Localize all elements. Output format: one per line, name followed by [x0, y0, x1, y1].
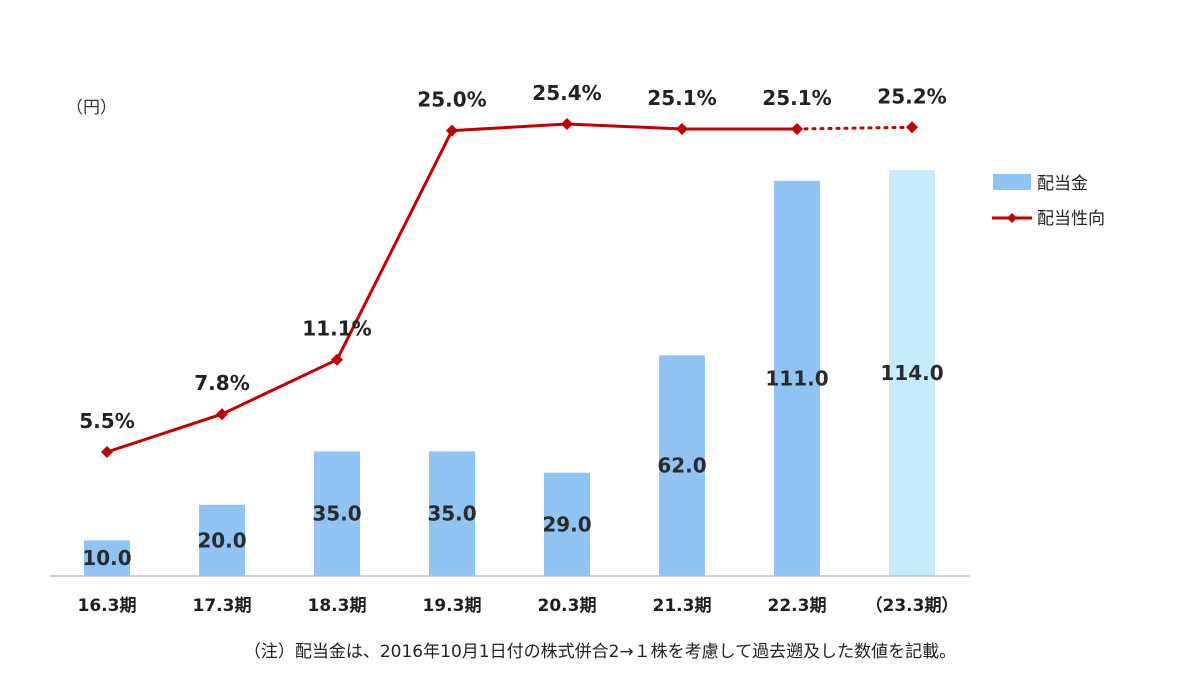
bar-value-labels: 10.0 20.0 35.0 35.0 29.0 62.0 111.0 114.0 [82, 361, 943, 570]
dividend-value-label: 114.0 [880, 361, 943, 385]
payout-ratio-segment [105, 412, 224, 454]
category-label: 19.3期 [423, 596, 482, 616]
payout-ratio-segment [220, 358, 339, 416]
footnote: （注）配当金は、2016年10月1日付の株式併合2→１株を考慮して過去遡及した数… [243, 642, 957, 662]
payout-ratio-value-label: 7.8% [194, 371, 249, 395]
dividend-value-label: 111.0 [765, 366, 828, 390]
payout-ratio-marker [331, 353, 343, 366]
payout-ratio-marker [561, 118, 573, 130]
payout-ratio-segment [565, 122, 684, 131]
dividend-value-label: 20.0 [197, 528, 246, 552]
category-label: 16.3期 [78, 596, 137, 616]
category-label: 17.3期 [193, 596, 252, 616]
dividend-value-label: 62.0 [657, 454, 706, 478]
dividend-bar [199, 504, 245, 576]
payout-ratio-marker [101, 446, 113, 458]
bar-series [84, 170, 935, 576]
payout-ratio-value-label: 5.5% [79, 409, 134, 433]
payout-ratio-marker [791, 122, 803, 135]
dividend-bar [659, 355, 705, 576]
dividend-bar [889, 170, 935, 576]
payout-ratio-value-label: 25.1% [647, 86, 716, 110]
dividend-value-label: 29.0 [542, 512, 591, 536]
category-label: 18.3期 [308, 596, 367, 616]
dividend-bar [314, 451, 360, 576]
dividend-bar [84, 540, 130, 576]
payout-ratio-marker [446, 124, 458, 137]
payout-ratio-labels: 5.5% 7.8% 11.1% 25.0% 25.4% 25.1% 25.1% 25.2% [79, 81, 946, 433]
category-label: 22.3期 [768, 596, 827, 616]
legend-label-payout: 配当性向 [1037, 209, 1105, 229]
dividend-value-label: 35.0 [312, 502, 361, 526]
payout-ratio-value-label: 11.1% [302, 317, 371, 341]
legend-label-dividend: 配当金 [1037, 174, 1088, 194]
unit-label: （円） [66, 98, 117, 118]
legend-swatch-dividend [993, 174, 1031, 190]
payout-ratio-marker [216, 408, 228, 421]
payout-ratio-marker [676, 122, 688, 135]
dividend-value-label: 35.0 [427, 502, 476, 526]
payout-ratio-value-label: 25.2% [877, 84, 946, 108]
category-label: 20.3期 [538, 596, 597, 616]
legend: 配当金 配当性向 [992, 174, 1105, 229]
dividend-value-label: 10.0 [82, 546, 131, 570]
payout-ratio-value-label: 25.4% [532, 81, 601, 105]
payout-ratio-segment [450, 122, 569, 133]
payout-ratio-value-label: 25.0% [417, 88, 486, 112]
dividend-bar [544, 472, 590, 576]
category-label: （23.3期） [866, 595, 959, 616]
legend-marker-payout [1007, 213, 1017, 223]
payout-ratio-segment [795, 125, 914, 131]
dividend-bar [429, 451, 475, 576]
payout-ratio-marker [906, 121, 918, 134]
payout-ratio-value-label: 25.1% [762, 86, 831, 110]
payout-ratio-series [101, 118, 918, 458]
category-label: 21.3期 [653, 596, 712, 616]
category-labels: 16.3期 17.3期 18.3期 19.3期 20.3期 21.3期 22.3期 （23.3… [78, 595, 959, 616]
payout-ratio-segment [335, 129, 454, 362]
dividend-bar [774, 180, 820, 576]
